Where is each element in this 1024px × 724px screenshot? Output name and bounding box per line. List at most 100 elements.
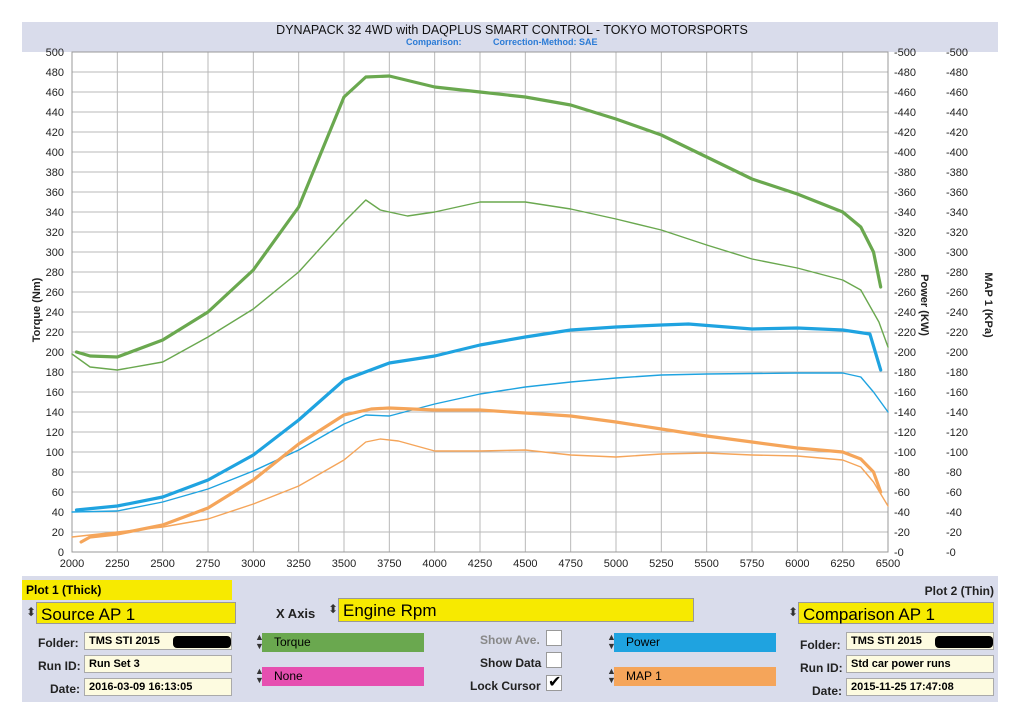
y-tick-label-power: -220 — [894, 327, 916, 339]
show-ave-checkbox[interactable] — [546, 630, 562, 646]
y-tick-label-map: -400 — [946, 147, 968, 159]
y-tick-label-map: -240 — [946, 307, 968, 319]
right-date-field[interactable]: 2015-11-25 17:47:08 — [846, 678, 994, 696]
show-data-label: Show Data — [480, 656, 542, 670]
left-date-field[interactable]: 2016-03-09 16:13:05 — [84, 678, 232, 696]
x-tick-label: 5000 — [604, 558, 628, 570]
x-tick-label: 2000 — [60, 558, 84, 570]
y-tick-label-map: -380 — [946, 167, 968, 179]
y-tick-label-left: 160 — [46, 387, 64, 399]
y-axis-label-torque: Torque (Nm) — [31, 277, 43, 342]
lock-cursor-checkbox[interactable]: ✔ — [546, 674, 562, 691]
axes: 2000 2250 2500 2750 3000 3250 3500 3750 4000 4250… — [46, 47, 968, 570]
y-tick-label-left: 300 — [46, 247, 64, 259]
y-tick-label-power: -380 — [894, 167, 916, 179]
x-tick-label: 3500 — [332, 558, 356, 570]
spinner-icon: ⬍ — [26, 605, 37, 619]
plot1-source-value: Source AP 1 — [36, 602, 236, 624]
x-tick-label: 2750 — [196, 558, 220, 570]
y-tick-label-left: 260 — [46, 287, 64, 299]
checkmark-icon: ✔ — [548, 674, 562, 691]
left-folder-value: TMS STI 2015 — [89, 635, 160, 647]
channel3-selector[interactable]: ▲ ▼ Power — [606, 633, 776, 652]
y-tick-label-power: -40 — [894, 507, 910, 519]
plot2-source-selector[interactable]: ⬍ Comparison AP 1 — [788, 602, 994, 624]
x-tick-label: 3250 — [286, 558, 310, 570]
x-tick-label: 4000 — [422, 558, 446, 570]
x-axis-selector[interactable]: ⬍ Engine Rpm — [328, 598, 694, 622]
x-tick-label: 2250 — [105, 558, 129, 570]
series-lines — [71, 74, 889, 544]
channel2-value: None — [262, 667, 424, 686]
plot2-header: Plot 2 (Thin) — [924, 584, 994, 598]
y-tick-label-left: 380 — [46, 167, 64, 179]
plot1-header: Plot 1 (Thick) — [22, 580, 232, 600]
grid — [71, 51, 889, 553]
plot1-source-selector[interactable]: ⬍ Source AP 1 — [26, 602, 236, 624]
chart-subtitle-correction: Correction-Method: SAE — [493, 37, 598, 47]
redaction-bar — [173, 636, 231, 648]
y-tick-label-map: -460 — [946, 87, 968, 99]
y-tick-label-map: -180 — [946, 367, 968, 379]
y-tick-label-power: -60 — [894, 487, 910, 499]
spinner-icon: ▲ ▼ — [607, 632, 616, 651]
y-tick-label-power: -160 — [894, 387, 916, 399]
redaction-bar — [935, 636, 993, 648]
y-tick-label-power: -480 — [894, 67, 916, 79]
y-tick-label-left: 80 — [52, 467, 64, 479]
x-axis-value: Engine Rpm — [338, 598, 694, 622]
y-tick-label-left: 240 — [46, 307, 64, 319]
right-runid-field[interactable]: Std car power runs — [846, 655, 994, 673]
y-tick-label-map: -300 — [946, 247, 968, 259]
y-tick-label-left: 320 — [46, 227, 64, 239]
y-tick-label-power: -0 — [894, 547, 904, 559]
right-runid-label: Run ID: — [800, 661, 843, 675]
spinner-icon: ▲ ▼ — [255, 666, 264, 685]
y-tick-label-power: -280 — [894, 267, 916, 279]
y-tick-label-map: -200 — [946, 347, 968, 359]
x-tick-label: 5250 — [649, 558, 673, 570]
series-line-torque_thick — [74, 74, 883, 359]
channel3-value: Power — [614, 633, 776, 652]
show-ave-label: Show Ave. — [480, 633, 540, 647]
y-tick-label-power: -200 — [894, 347, 916, 359]
y-tick-label-left: 200 — [46, 347, 64, 359]
y-tick-label-map: -220 — [946, 327, 968, 339]
x-tick-label: 3750 — [377, 558, 401, 570]
y-tick-label-map: -360 — [946, 187, 968, 199]
lock-cursor-label: Lock Cursor — [470, 679, 541, 693]
y-tick-label-power: -120 — [894, 427, 916, 439]
y-tick-label-power: -260 — [894, 287, 916, 299]
series-line-power_thin — [71, 372, 889, 513]
right-folder-value: TMS STI 2015 — [851, 635, 922, 647]
left-folder-label: Folder: — [38, 636, 79, 650]
y-tick-label-power: -100 — [894, 447, 916, 459]
series-line-torque_thin — [71, 199, 889, 371]
y-tick-label-power: -340 — [894, 207, 916, 219]
x-tick-label: 4750 — [558, 558, 582, 570]
y-tick-label-power: -180 — [894, 367, 916, 379]
spinner-icon: ⬍ — [788, 605, 799, 619]
y-tick-label-map: -160 — [946, 387, 968, 399]
channel4-value: MAP 1 — [614, 667, 776, 686]
show-data-checkbox[interactable] — [546, 652, 562, 668]
y-tick-label-power: -20 — [894, 527, 910, 539]
y-tick-label-left: 480 — [46, 67, 64, 79]
spinner-icon: ▲ ▼ — [255, 632, 264, 651]
channel2-selector[interactable]: ▲ ▼ None — [254, 667, 424, 686]
y-tick-label-map: -80 — [946, 467, 962, 479]
plot2-source-value: Comparison AP 1 — [798, 602, 994, 624]
x-axis-label: X Axis — [276, 606, 316, 621]
channel1-selector[interactable]: ▲ ▼ Torque — [254, 633, 424, 652]
dyno-chart: DYNAPACK 32 4WD with DAQPLUS SMART CONTR… — [22, 22, 998, 570]
y-tick-label-left: 180 — [46, 367, 64, 379]
right-folder-field[interactable]: TMS STI 2015 — [846, 632, 994, 650]
chart-title-bar — [22, 22, 998, 52]
series-line-map_thick — [79, 406, 883, 544]
spinner-icon: ▲ ▼ — [607, 666, 616, 685]
left-runid-label: Run ID: — [38, 659, 81, 673]
y-axis-label-map: MAP 1 (KPa) — [982, 272, 994, 338]
channel4-selector[interactable]: ▲ ▼ MAP 1 — [606, 667, 776, 686]
left-runid-field[interactable]: Run Set 3 — [84, 655, 232, 673]
left-folder-field[interactable]: TMS STI 2015 — [84, 632, 232, 650]
